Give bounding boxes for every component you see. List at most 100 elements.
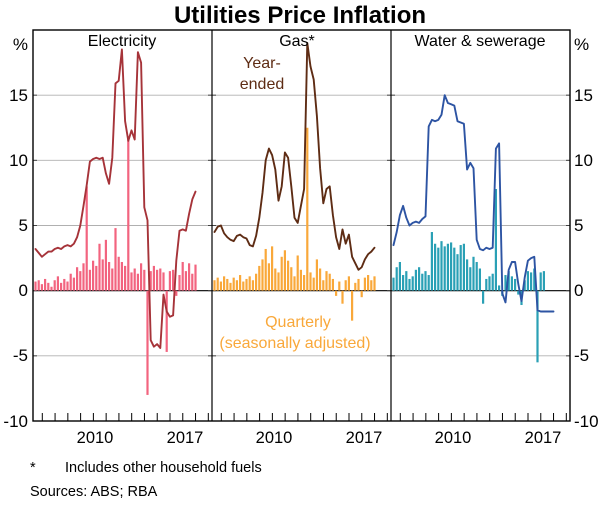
quarterly-bar [277,272,280,291]
y-axis-label-left-10: 10 [9,151,28,170]
year-ended-line [392,94,555,313]
quarterly-bar [235,280,238,291]
quarterly-bar [542,271,545,291]
quarterly-bar [168,271,171,291]
quarterly-bar [338,281,341,291]
quarterly-bar [475,261,478,291]
quarterly-bar [360,290,363,298]
quarterly-bar [434,243,437,291]
quarterly-bar [216,277,219,291]
quarterly-bar [37,280,40,291]
quarterly-bar [152,265,155,291]
quarterly-bar [127,138,130,291]
quarterly-bar [88,269,91,291]
quarterly-bar [188,263,191,291]
year-ended-label-line2: ended [240,76,285,93]
panel-title-electricity: Electricity [88,33,156,50]
y-axis-label-left-unit: % [13,35,28,54]
quarterly-bar [325,271,328,291]
quarterly-bar [424,271,427,291]
quarterly-bar [104,239,107,291]
quarterly-bar [50,286,53,291]
quarterly-bar [274,268,277,291]
quarterly-bar [312,277,315,291]
quarterly-bar [34,281,37,291]
y-axis-label-right-10: 10 [574,151,593,170]
x-label-p3-2017: 2017 [525,429,562,447]
quarterly-bar [392,277,395,291]
quarterly-bar [536,290,539,363]
quarterly-label-line2: (seasonally adjusted) [219,335,370,352]
quarterly-bar [82,263,85,291]
footnote-text: Includes other household fuels [65,460,262,476]
panel-title-gas: Gas* [279,33,315,50]
quarterly-bar [293,276,296,291]
footnote-marker: * [30,460,36,476]
quarterly-bar [245,278,248,291]
quarterly-bar [494,189,497,291]
quarterly-bar [440,241,443,291]
quarterly-bar [156,269,159,291]
quarterly-bar [306,127,309,291]
quarterly-bar [462,243,465,291]
quarterly-bar [367,275,370,291]
quarterly-bar [60,282,63,291]
y-axis-label-left-5: 5 [19,216,28,235]
quarterly-bar [79,271,82,291]
quarterly-bar [482,290,485,304]
quarterly-bar [162,272,165,291]
y-axis-label-left-neg10: -10 [3,412,28,431]
year-ended-line [34,48,197,349]
quarterly-bar [357,278,360,291]
quarterly-bar [510,276,513,291]
x-label-p3-2010: 2010 [435,429,472,447]
y-axis-label-right-15: 15 [574,86,593,105]
quarterly-bar [341,290,344,304]
quarterly-bar [491,273,494,291]
quarterly-bar [456,254,459,291]
quarterly-bar [408,278,411,291]
quarterly-bar [76,267,79,291]
quarterly-bar [469,267,472,291]
y-axis-label-left-15: 15 [9,86,28,105]
quarterly-bar [514,278,517,291]
quarterly-bar [95,265,98,291]
quarterly-bar [347,276,350,291]
quarterly-bar [485,278,488,291]
quarterly-bar [92,260,95,291]
quarterly-bar [437,247,440,291]
quarterly-bar [459,245,462,291]
y-axis-label-left-0: 0 [19,281,28,300]
year-ended-line [213,42,376,271]
quarterly-bar [498,285,501,291]
quarterly-bar [120,261,123,291]
quarterly-bar [523,280,526,291]
y-axis-label-right-neg5: -5 [574,346,589,365]
quarterly-bar [296,255,299,291]
quarterly-bar [322,280,325,291]
quarterly-bar [264,248,267,291]
y-axis-label-left-neg5: -5 [13,346,28,365]
quarterly-bar [411,276,414,291]
quarterly-bar [427,275,430,291]
plot-layers [33,42,570,421]
quarterly-bar [85,186,88,291]
quarterly-bar [239,275,242,291]
quarterly-bar [443,246,446,291]
quarterly-bar [319,268,322,291]
quarterly-bar [114,228,117,291]
quarterly-bar [290,267,293,291]
quarterly-bar [418,267,421,291]
quarterly-bar [405,271,408,291]
quarterly-bar [69,273,72,291]
quarterly-bar [421,273,424,291]
quarterly-bar [258,265,261,291]
quarterly-bar [280,256,283,291]
quarterly-bar [299,269,302,291]
quarterly-bar [450,242,453,291]
y-axis-label-right-5: 5 [574,216,583,235]
quarterly-bar [344,280,347,291]
quarterly-bar [328,273,331,291]
quarterly-bar [255,273,258,291]
quarterly-bar [159,268,162,291]
